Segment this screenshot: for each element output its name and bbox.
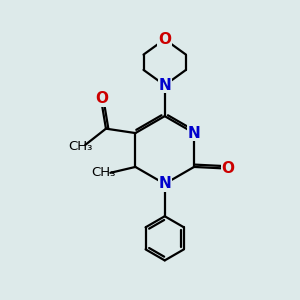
Text: CH₃: CH₃ [92, 166, 116, 179]
Text: N: N [158, 78, 171, 93]
Text: O: O [221, 161, 234, 176]
Text: O: O [95, 91, 108, 106]
Text: CH₃: CH₃ [68, 140, 92, 153]
Text: N: N [188, 126, 200, 141]
Text: N: N [158, 176, 171, 191]
Text: O: O [158, 32, 171, 47]
